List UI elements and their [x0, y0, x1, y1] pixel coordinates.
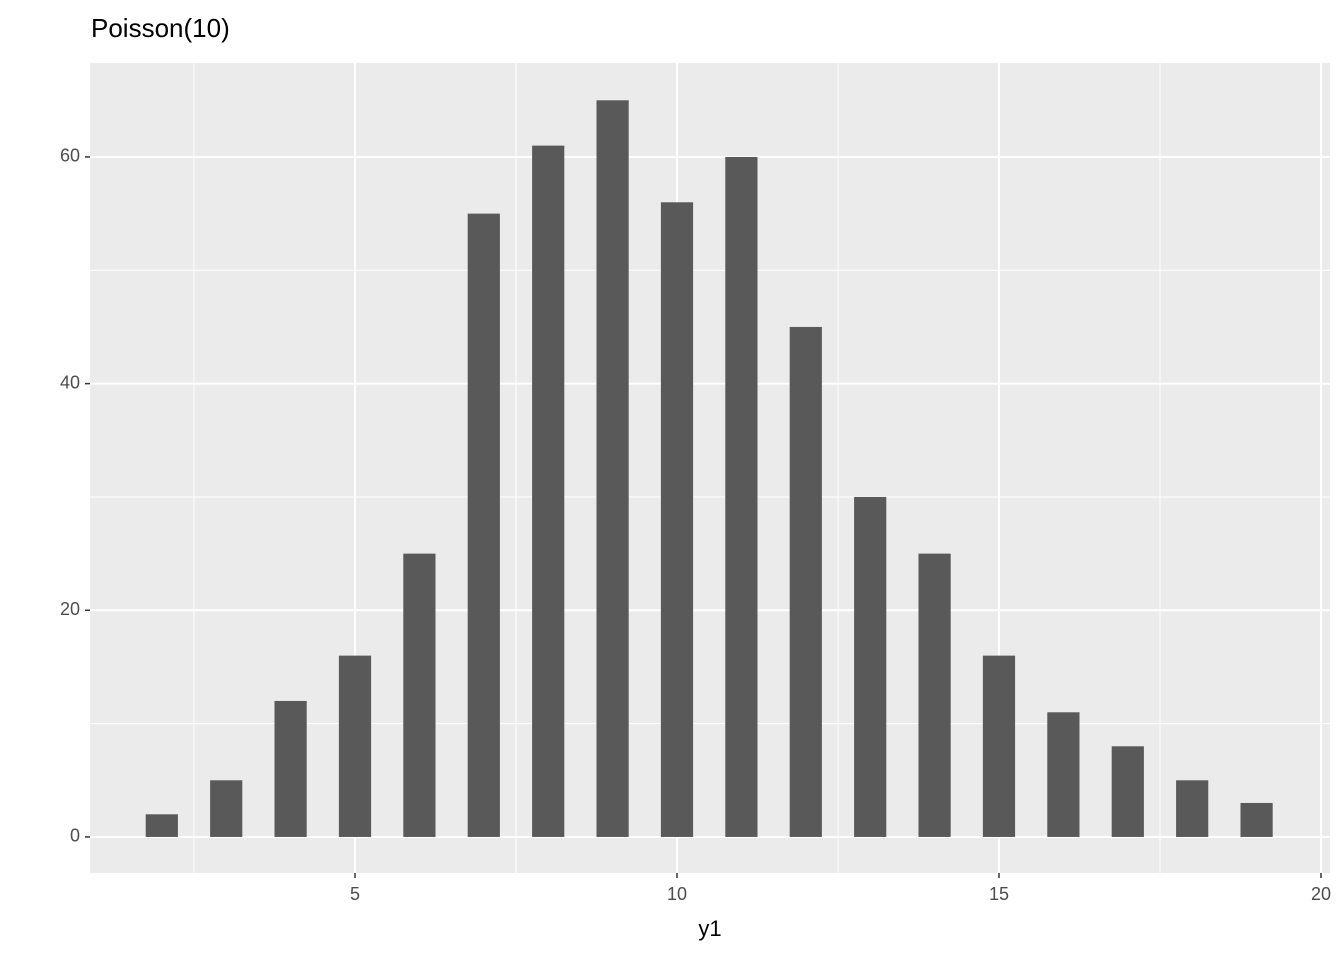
y-tick-label: 20	[60, 599, 80, 619]
x-tick-label: 20	[1311, 884, 1331, 904]
x-tick-label: 15	[989, 884, 1009, 904]
bar	[338, 655, 372, 837]
bar	[725, 156, 758, 837]
bar	[403, 553, 436, 837]
bar	[210, 780, 243, 837]
bar	[1240, 802, 1273, 837]
bar	[274, 700, 307, 837]
bar	[918, 553, 951, 837]
bar	[982, 655, 1016, 837]
x-tick-label: 10	[667, 884, 687, 904]
y-tick-label: 60	[60, 146, 80, 166]
y-tick-label: 40	[60, 372, 80, 392]
bar	[467, 213, 500, 837]
bar	[1111, 746, 1144, 837]
bar	[1047, 712, 1080, 837]
chart-title: Poisson(10)	[91, 13, 230, 43]
bar	[145, 814, 178, 837]
bar	[854, 496, 887, 837]
x-tick-label: 5	[350, 884, 360, 904]
x-axis-label: y1	[698, 916, 721, 941]
y-tick-label: 0	[70, 826, 80, 846]
bar	[532, 145, 565, 837]
bar	[596, 100, 629, 837]
bar	[789, 326, 822, 837]
bar	[660, 202, 694, 837]
bar	[1176, 780, 1209, 837]
bars	[145, 100, 1273, 837]
